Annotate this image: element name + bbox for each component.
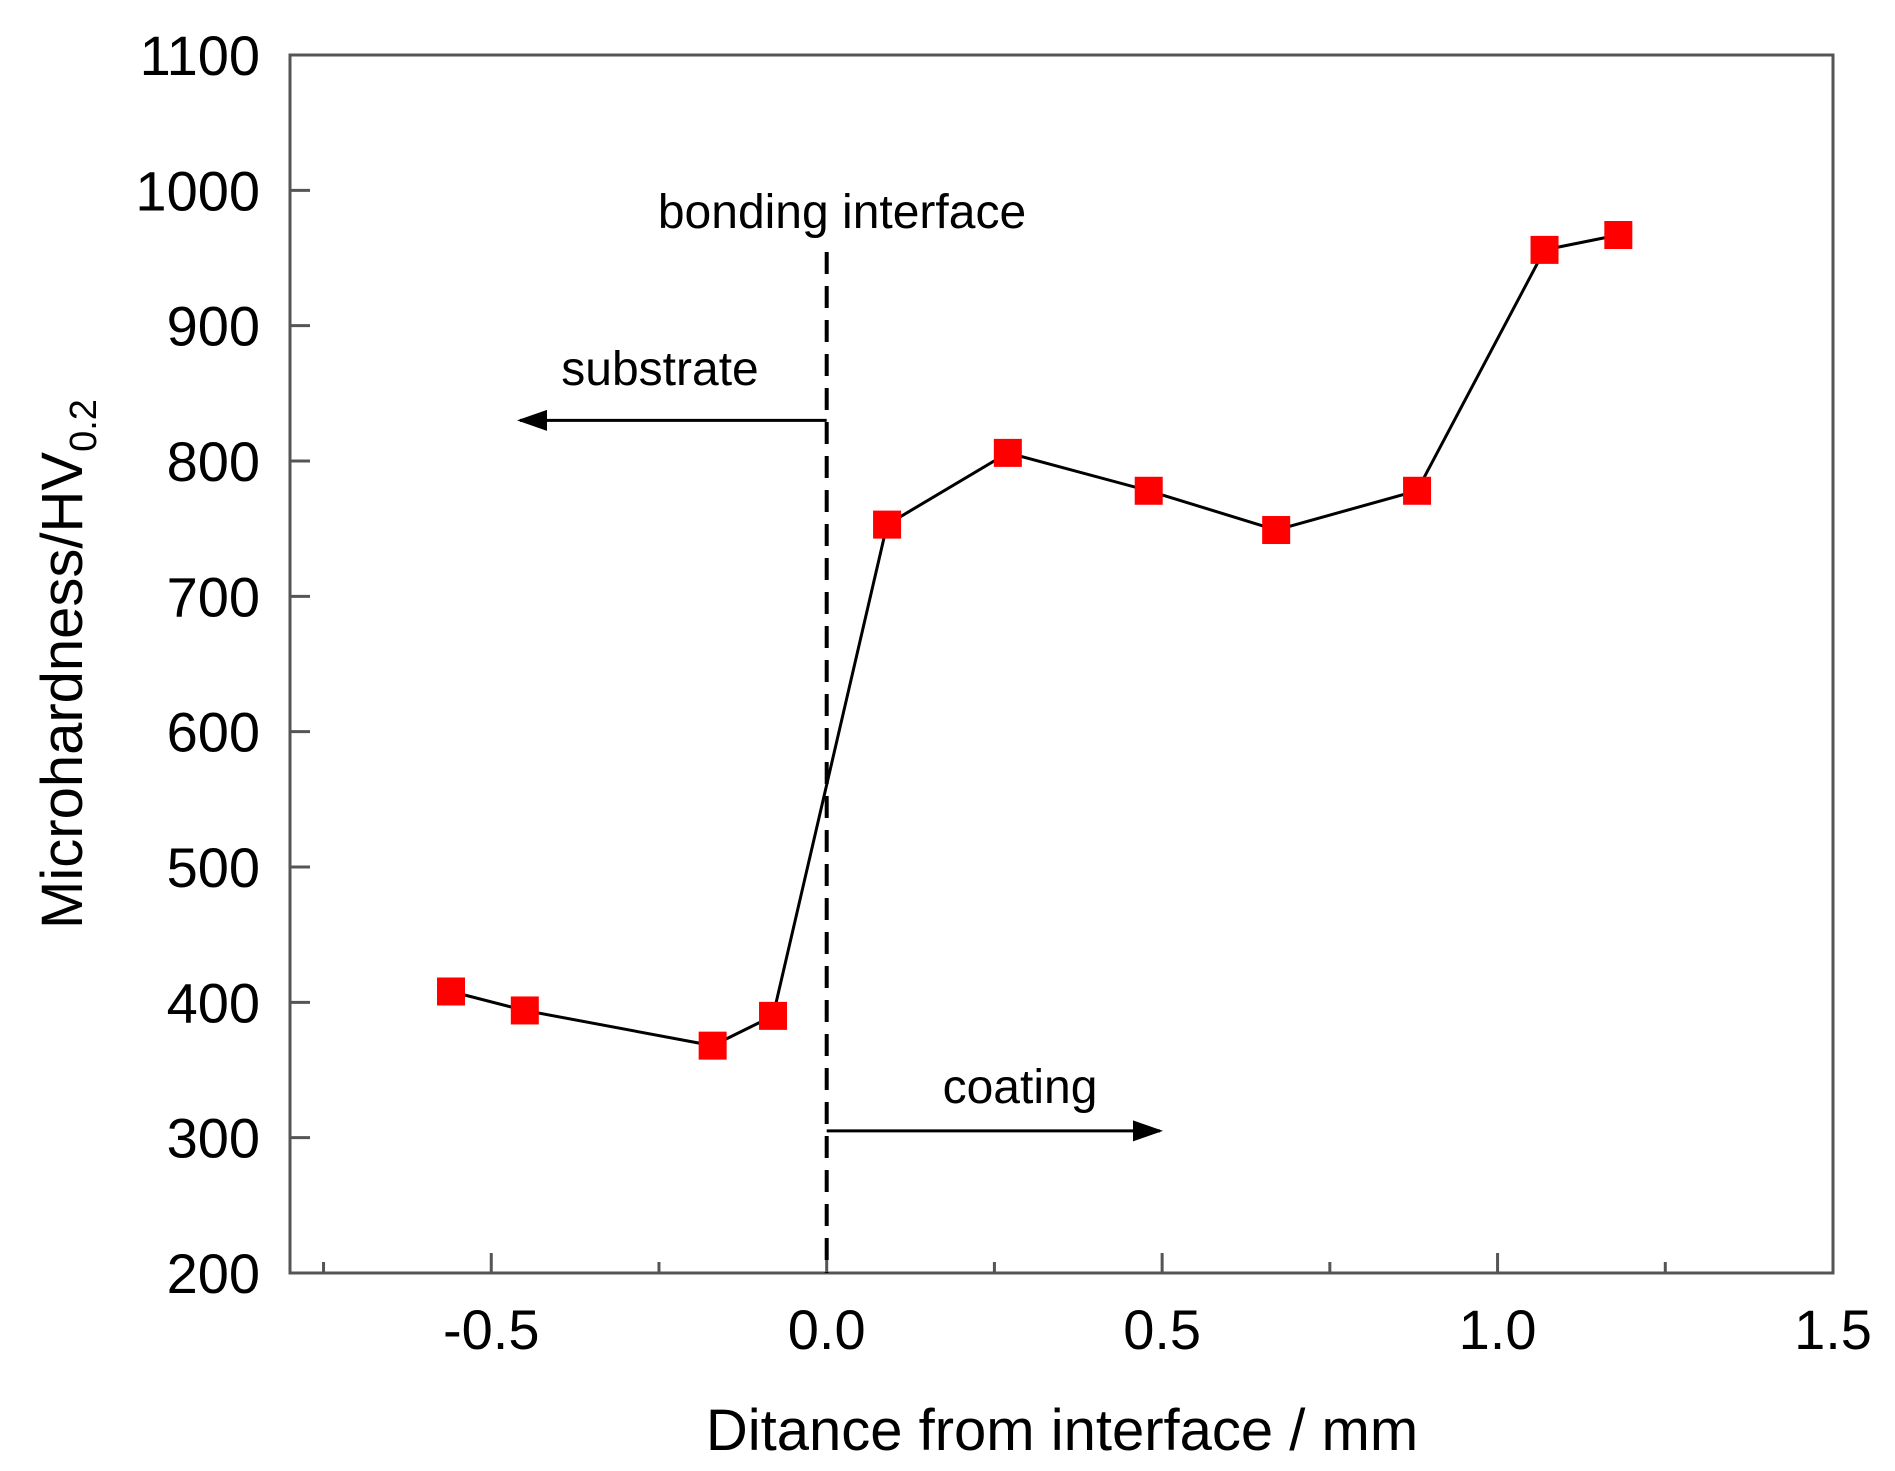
data-point [873, 510, 902, 539]
x-tick-label: 0.5 [1123, 1298, 1201, 1361]
series-layer [437, 220, 1633, 1060]
x-tick-label: 0.0 [788, 1298, 866, 1361]
data-point [993, 438, 1022, 467]
data-point [1530, 235, 1559, 264]
plot-frame [288, 53, 1835, 1275]
data-point [1262, 516, 1291, 545]
y-tick-label: 300 [167, 1107, 260, 1170]
y-axis-title-main: Microhardness/HV [30, 452, 95, 929]
x-tick-label: 1.5 [1794, 1298, 1872, 1361]
y-tick-label: 800 [167, 430, 260, 493]
x-axis-title: Ditance from interface / mm [706, 1398, 1418, 1463]
x-tick-label: 1.0 [1459, 1298, 1537, 1361]
coating-label: coating [943, 1061, 1098, 1114]
y-tick-label: 500 [167, 836, 260, 899]
y-tick-label: 600 [167, 701, 260, 764]
data-point [1403, 476, 1432, 505]
y-tick-label: 900 [167, 295, 260, 358]
y-tick-label: 400 [167, 971, 260, 1034]
data-point [510, 996, 539, 1025]
data-point [759, 1001, 788, 1030]
x-tick-label: -0.5 [443, 1298, 540, 1361]
y-axis-title-subscript: 0.2 [63, 399, 105, 452]
y-axis-ticks: 200 300 400 500 600 700 800 900 1000 1100 [135, 24, 310, 1305]
x-axis-ticks: -0.5 0.0 0.5 1.0 1.5 [322, 1253, 1872, 1361]
data-point [1604, 220, 1633, 249]
y-axis-title: Microhardness/HV0.2 [30, 399, 105, 929]
substrate-label: substrate [561, 343, 758, 396]
data-point [1134, 476, 1163, 505]
y-tick-label: 200 [167, 1242, 260, 1305]
data-point [698, 1031, 727, 1060]
y-tick-label: 700 [167, 565, 260, 628]
bonding-interface-label: bonding interface [658, 186, 1026, 239]
y-tick-label: 1100 [140, 24, 260, 87]
y-tick-label: 1000 [135, 159, 260, 222]
data-point [437, 977, 466, 1006]
